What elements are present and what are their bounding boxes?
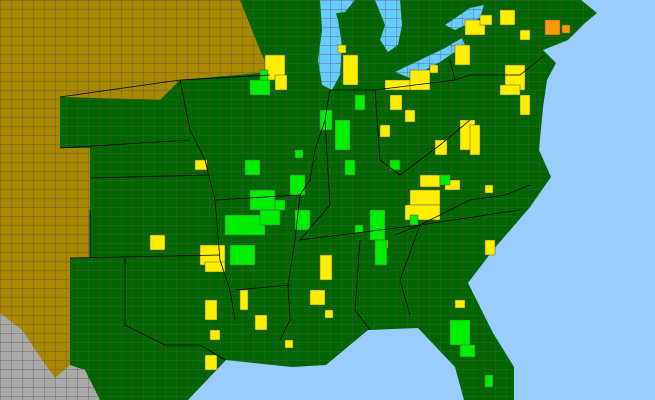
county-light-green — [449, 319, 471, 346]
county-yellow — [499, 9, 516, 26]
county-orange — [544, 19, 561, 36]
county-light-green — [484, 374, 494, 388]
county-yellow — [519, 29, 531, 41]
county-light-green — [374, 239, 388, 266]
county-yellow — [254, 314, 268, 331]
county-orange — [561, 24, 571, 34]
state-border-line — [124, 258, 226, 361]
county-light-green — [334, 119, 351, 151]
county-light-green — [369, 209, 386, 241]
county-yellow — [204, 354, 218, 371]
state-border-line — [299, 204, 521, 241]
state-borders — [59, 54, 546, 361]
county-light-green — [249, 79, 271, 96]
state-border-line — [324, 119, 331, 206]
county-yellow — [454, 44, 471, 66]
county-light-green — [224, 214, 266, 236]
county-yellow — [309, 289, 326, 306]
county-yellow — [337, 44, 347, 54]
county-light-green — [294, 149, 304, 159]
county-yellow — [274, 74, 288, 91]
county-light-green — [294, 209, 311, 231]
county-yellow — [342, 54, 359, 86]
county-yellow — [204, 261, 226, 273]
county-yellow — [284, 339, 294, 349]
county-yellow — [434, 139, 448, 156]
state-border-line — [214, 194, 301, 201]
county-light-green — [459, 344, 476, 358]
state-border-line — [449, 59, 456, 81]
county-yellow — [324, 309, 334, 319]
county-yellow — [469, 124, 481, 156]
state-border-line — [379, 119, 471, 176]
county-yellow — [409, 189, 441, 206]
state-border-line — [89, 174, 211, 179]
county-yellow — [404, 109, 416, 123]
state-border-line — [394, 199, 471, 236]
county-light-green — [354, 224, 364, 234]
county-yellow — [484, 184, 494, 194]
county-yellow — [519, 94, 531, 116]
county-yellow — [239, 289, 249, 311]
county-light-green — [259, 209, 281, 226]
county-yellow — [379, 124, 391, 138]
county-category-patches — [149, 9, 571, 388]
county-light-green — [289, 174, 306, 196]
county-yellow — [209, 329, 221, 341]
county-light-green — [249, 189, 276, 211]
state-border-line — [354, 239, 371, 331]
state-border-line — [374, 54, 546, 91]
state-border-line — [59, 139, 191, 149]
county-light-green — [274, 199, 286, 211]
county-yellow — [319, 254, 333, 281]
state-border-line — [279, 194, 301, 341]
state-border-line — [69, 254, 221, 259]
county-light-green — [229, 244, 256, 266]
county-yellow — [389, 94, 403, 111]
state-border-line — [469, 184, 531, 201]
county-yellow — [409, 69, 431, 91]
county-yellow — [204, 299, 218, 321]
county-yellow — [149, 234, 166, 251]
county-light-green — [344, 159, 356, 176]
county-yellow — [419, 174, 441, 188]
state-border-line — [234, 284, 291, 291]
county-yellow — [454, 299, 466, 309]
county-light-green — [244, 159, 261, 176]
county-yellow — [499, 84, 521, 96]
county-yellow — [429, 64, 439, 74]
county-yellow — [484, 239, 496, 256]
county-light-green — [439, 174, 451, 186]
county-yellow — [479, 14, 493, 26]
state-border-line — [399, 224, 421, 316]
county-light-green — [389, 159, 401, 171]
state-border-line — [299, 89, 331, 196]
county-light-green — [354, 94, 366, 111]
county-yellow — [194, 159, 208, 171]
county-light-green — [409, 214, 419, 226]
